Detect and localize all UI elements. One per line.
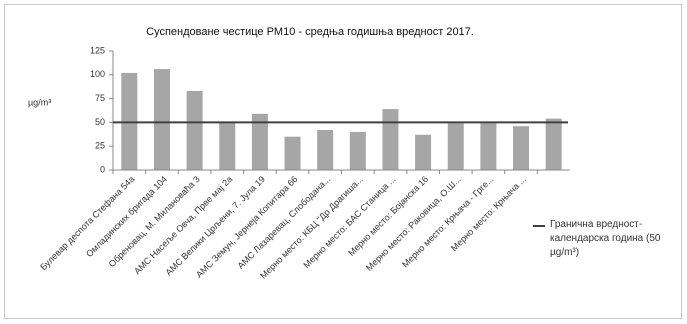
y-tick-label: 25 [95,141,105,151]
chart-border [4,4,682,319]
bar [251,113,268,170]
y-tick-label: 100 [90,69,105,79]
bar [447,123,464,170]
bar [186,90,203,170]
y-axis-label: µg/m³ [28,97,51,107]
y-tick-label: 75 [95,93,105,103]
y-tick-label: 50 [95,117,105,127]
bar [545,118,562,170]
bar [513,126,530,170]
bar [382,109,399,170]
chart-title: Суспендоване честице PM10 - средња годиш… [146,26,474,38]
bar [284,136,301,170]
bar [349,131,366,170]
bar [153,69,170,170]
legend-label: Гранична вредност-календарска година (50… [550,219,661,258]
bar [480,123,497,170]
y-tick-label: 125 [90,45,105,55]
y-tick-label: 0 [100,164,105,174]
bar [317,130,334,170]
bar [219,122,236,170]
bar [415,134,432,170]
